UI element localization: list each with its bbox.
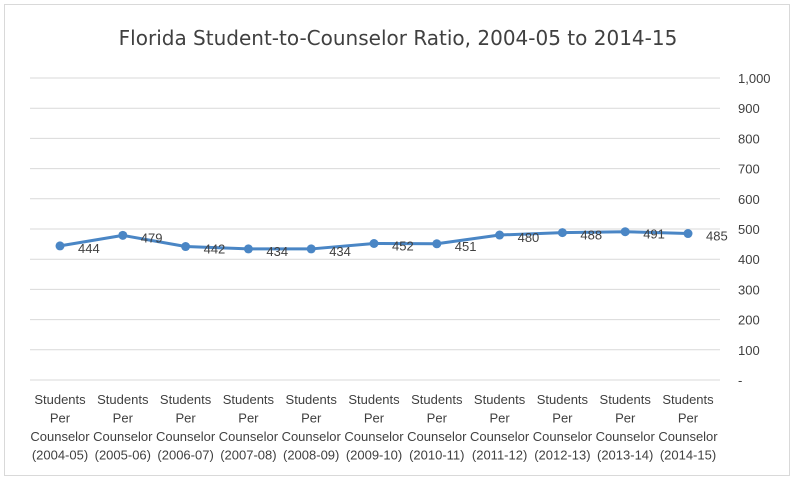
data-label: 491: [643, 227, 665, 242]
data-point: [118, 230, 128, 240]
data-point: [369, 238, 379, 248]
data-label: 434: [266, 244, 288, 259]
data-label: 485: [706, 229, 728, 244]
x-tick-label: Students Per Counselor (2009-10): [344, 392, 404, 463]
x-tick-label: Students Per Counselor (2011-12): [470, 392, 530, 463]
chart-frame: [4, 4, 790, 476]
y-tick-label: 200: [738, 313, 760, 328]
data-label: 452: [392, 238, 414, 253]
data-label: 488: [580, 228, 602, 243]
data-point: [495, 230, 505, 240]
y-tick-label: 500: [738, 222, 760, 237]
data-point: [620, 227, 630, 237]
y-tick-label: -: [738, 373, 742, 388]
data-label: 451: [455, 239, 477, 254]
data-point: [557, 228, 567, 238]
data-label: 480: [518, 230, 540, 245]
data-point: [181, 242, 191, 252]
data-label: 444: [78, 241, 100, 256]
data-label: 442: [204, 242, 226, 257]
x-tick-label: Students Per Counselor (2004-05): [30, 392, 90, 463]
x-tick-label: Students Per Counselor (2008-09): [282, 392, 342, 463]
y-tick-label: 900: [738, 101, 760, 116]
x-tick-label: Students Per Counselor (2014-15): [658, 392, 718, 463]
y-tick-label: 600: [738, 192, 760, 207]
y-tick-label: 800: [738, 131, 760, 146]
chart-title: Florida Student-to-Counselor Ratio, 2004…: [118, 26, 678, 50]
x-tick-label: Students Per Counselor (2010-11): [407, 392, 467, 463]
data-label: 434: [329, 244, 351, 259]
x-tick-label: Students Per Counselor (2006-07): [156, 392, 216, 463]
y-tick-label: 700: [738, 162, 760, 177]
y-tick-label: 1,000: [738, 71, 771, 86]
x-tick-label: Students Per Counselor (2012-13): [533, 392, 593, 463]
data-label: 479: [141, 230, 163, 245]
y-tick-label: 100: [738, 343, 760, 358]
x-tick-label: Students Per Counselor (2005-06): [93, 392, 153, 463]
x-tick-label: Students Per Counselor (2013-14): [596, 392, 656, 463]
y-tick-label: 400: [738, 252, 760, 267]
x-tick-label: Students Per Counselor (2007-08): [219, 392, 279, 463]
data-point: [55, 241, 65, 251]
data-point: [243, 244, 253, 254]
data-point: [306, 244, 316, 254]
data-point: [683, 229, 693, 239]
y-tick-label: 300: [738, 282, 760, 297]
data-point: [432, 239, 442, 249]
